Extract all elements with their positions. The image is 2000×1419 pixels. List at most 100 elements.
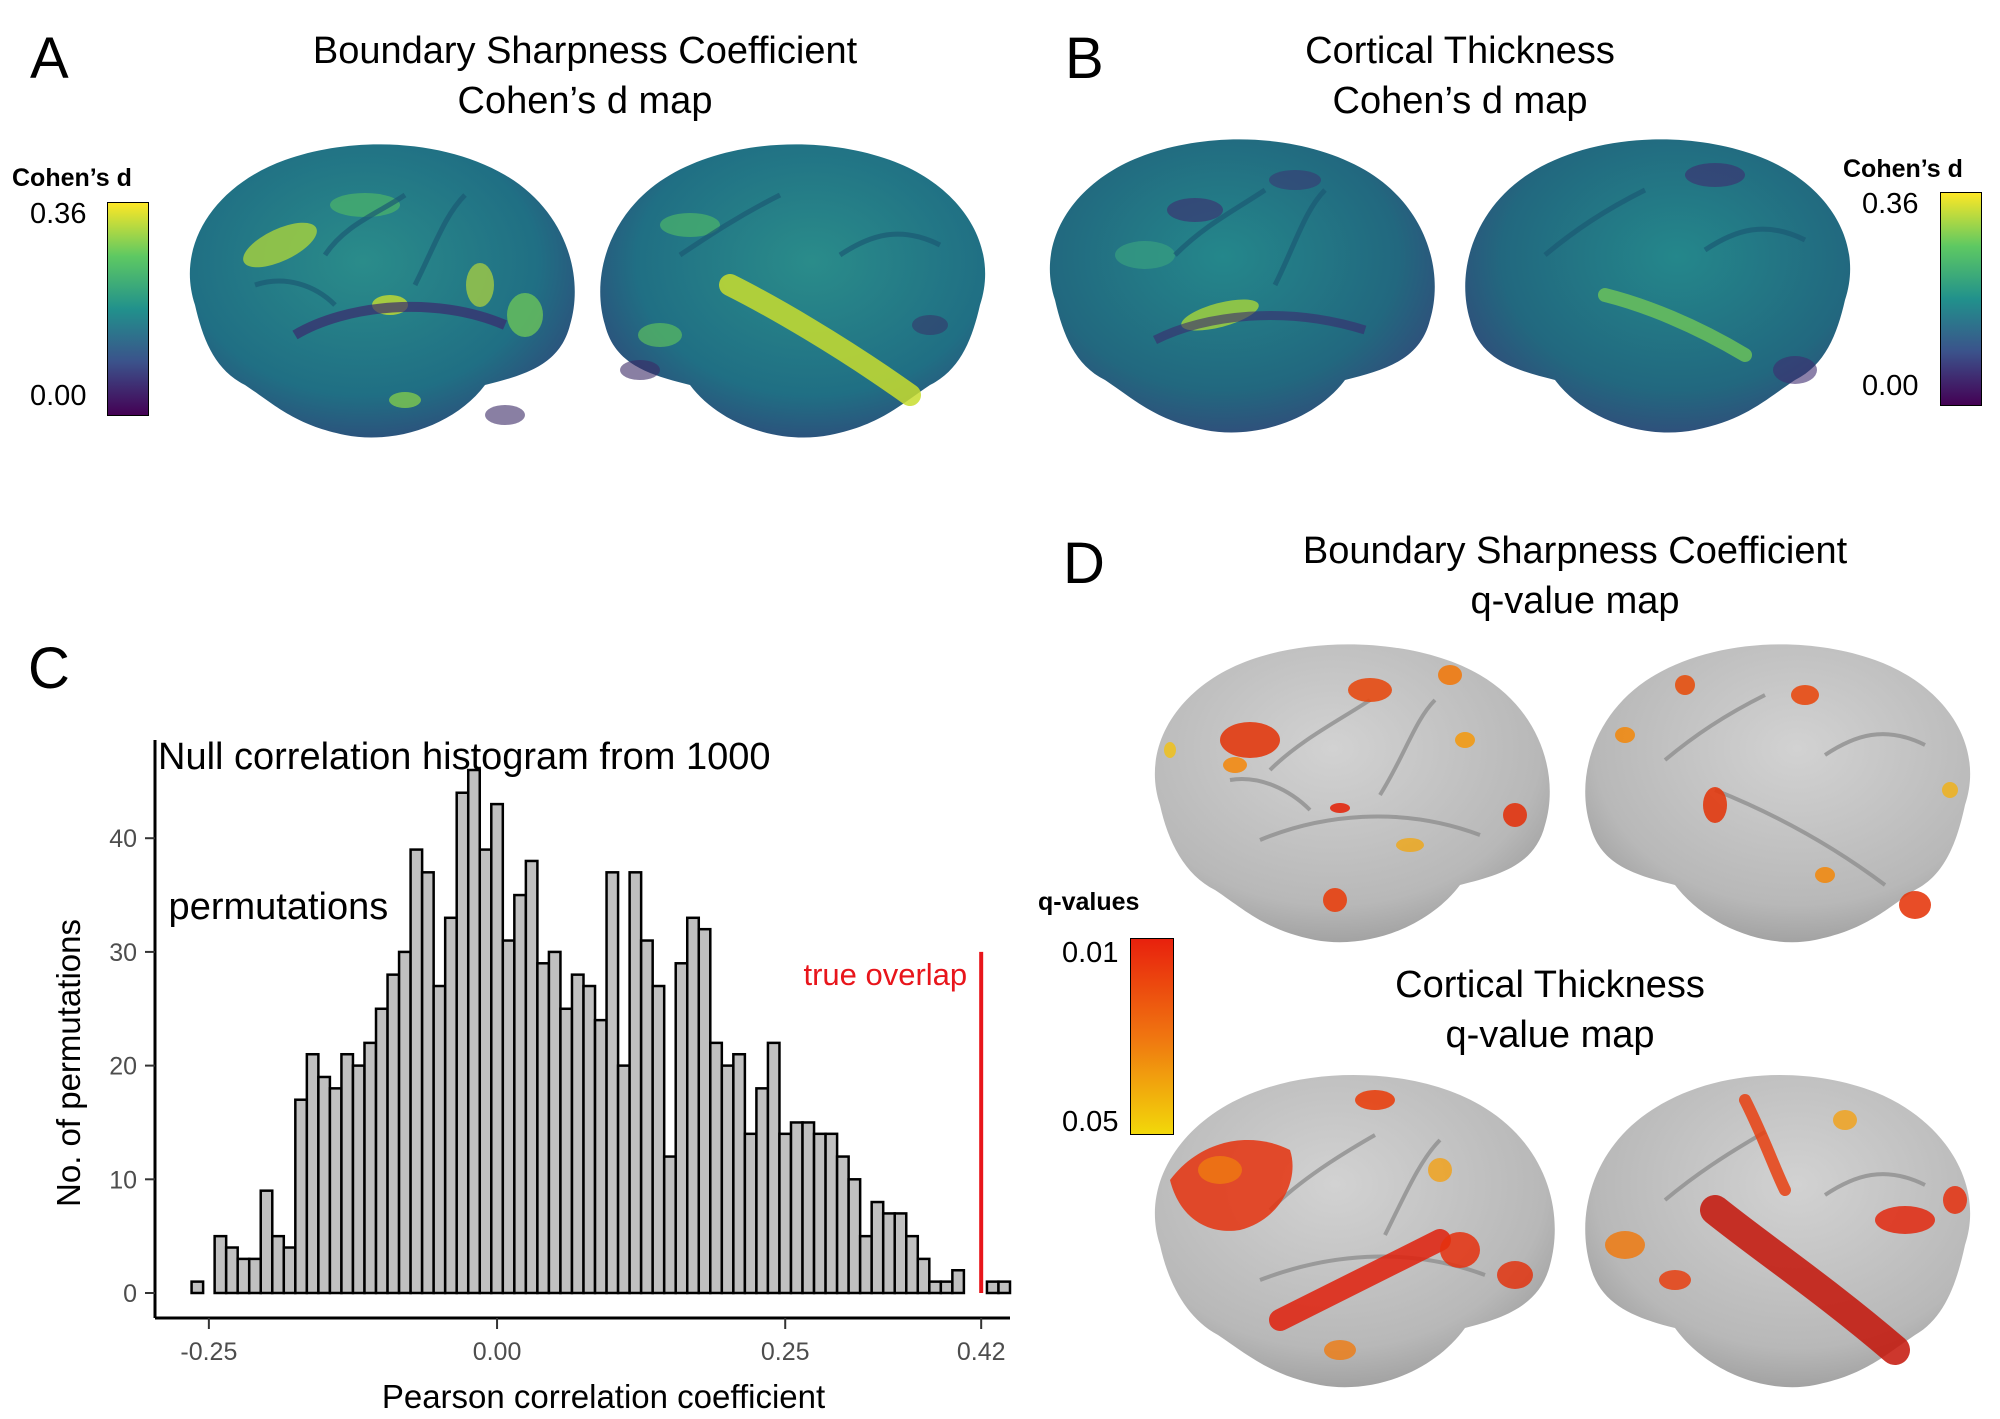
panel-a-title-line2: Cohen’s d map xyxy=(245,76,925,126)
panel-a-title: Boundary Sharpness Coefficient Cohen’s d… xyxy=(245,26,925,126)
colorbar-a-max-label: 0.36 xyxy=(30,198,86,231)
histogram-bar xyxy=(883,1213,895,1293)
histogram-bar xyxy=(710,1043,722,1293)
histogram-bar xyxy=(745,1134,757,1293)
colorbar-b-max-label: 0.36 xyxy=(1862,188,1918,221)
histogram-bar xyxy=(192,1282,204,1293)
colorbar-d-top-label: 0.01 xyxy=(1062,937,1118,970)
histogram-bar xyxy=(722,1066,734,1293)
histogram-bar xyxy=(284,1248,296,1293)
colorbar-a-min-label: 0.00 xyxy=(30,380,86,413)
brain-d-bottom-left-hemisphere xyxy=(1140,1060,1570,1400)
histogram-bar xyxy=(803,1122,815,1293)
y-tick-label: 30 xyxy=(109,939,137,967)
histogram-bar xyxy=(445,918,457,1293)
histogram-bar xyxy=(941,1282,953,1293)
y-tick-label: 10 xyxy=(109,1166,137,1194)
brain-d-top-left-hemisphere xyxy=(1140,630,1570,950)
x-axis-label: Pearson correlation coefficient xyxy=(382,1378,825,1410)
brain-a-left-hemisphere xyxy=(175,135,595,445)
panel-a-title-line1: Boundary Sharpness Coefficient xyxy=(245,26,925,76)
histogram-bar xyxy=(929,1282,941,1293)
histogram-bar xyxy=(860,1236,872,1293)
colorbar-a-title: Cohen’s d xyxy=(12,164,132,193)
brain-b-right-hemisphere xyxy=(1445,125,1865,440)
panel-d-top-title-line2: q-value map xyxy=(1235,576,1915,626)
histogram-bar xyxy=(549,952,561,1293)
histogram-bar xyxy=(733,1054,745,1293)
histogram-bar xyxy=(779,1134,791,1293)
panel-b-title-line2: Cohen’s d map xyxy=(1120,76,1800,126)
histogram-bar xyxy=(849,1179,861,1293)
histogram-chart: 0 10 20 30 40 -0.25 0.00 0.25 0.42 Pearson correl… xyxy=(30,730,1030,1410)
panel-d-top-title: Boundary Sharpness Coefficient q-value m… xyxy=(1235,526,1915,626)
histogram-bar xyxy=(630,872,642,1293)
histogram-bar xyxy=(434,986,446,1293)
histogram-bar xyxy=(837,1157,849,1293)
histogram-bar xyxy=(664,1157,676,1293)
histogram-bar xyxy=(814,1134,826,1293)
colorbar-b-min-label: 0.00 xyxy=(1862,370,1918,403)
panel-d-bottom-title-line2: q-value map xyxy=(1210,1010,1890,1060)
histogram-bar xyxy=(422,872,434,1293)
histogram-bar xyxy=(987,1282,999,1293)
histogram-bar xyxy=(595,1020,607,1293)
histogram-bar xyxy=(388,975,400,1293)
histogram-bar xyxy=(791,1122,803,1293)
histogram-bar xyxy=(457,793,469,1293)
panel-d-bottom-title-line1: Cortical Thickness xyxy=(1210,960,1890,1010)
histogram-bar xyxy=(295,1100,307,1293)
x-tick-label: 0.42 xyxy=(957,1338,1006,1366)
histogram-bar xyxy=(399,952,411,1293)
histogram-bar xyxy=(261,1191,273,1293)
histogram-bar xyxy=(318,1077,330,1293)
histogram-bar xyxy=(952,1270,964,1293)
panel-letter-a: A xyxy=(30,30,69,88)
histogram-bar xyxy=(353,1066,365,1293)
histogram-bar xyxy=(238,1259,250,1293)
histogram-bar xyxy=(618,1066,630,1293)
histogram-bar xyxy=(687,918,699,1293)
colorbar-b xyxy=(1940,192,1982,406)
histogram-bar xyxy=(364,1043,376,1293)
histogram-bar xyxy=(918,1259,930,1293)
histogram-bar xyxy=(560,1009,572,1293)
x-tick-label: 0.25 xyxy=(761,1338,810,1366)
histogram-bar xyxy=(826,1134,838,1293)
panel-letter-b: B xyxy=(1065,30,1104,88)
histogram-bar xyxy=(376,1009,388,1293)
brain-d-bottom-right-hemisphere xyxy=(1565,1060,1985,1400)
histogram-bar xyxy=(641,941,653,1293)
brain-a-right-hemisphere xyxy=(580,135,1000,445)
histogram-bar xyxy=(756,1088,768,1293)
panel-letter-d: D xyxy=(1063,535,1105,593)
histogram-bars xyxy=(192,770,1010,1293)
histogram-bar xyxy=(676,963,688,1293)
histogram-bar xyxy=(480,850,492,1293)
histogram-bar xyxy=(215,1236,227,1293)
panel-b-title: Cortical Thickness Cohen’s d map xyxy=(1120,26,1800,126)
brain-d-top-right-hemisphere xyxy=(1565,630,1985,950)
histogram-bar xyxy=(468,770,480,1293)
brain-b-left-hemisphere xyxy=(1035,125,1455,440)
panel-letter-c: C xyxy=(28,640,70,698)
histogram-bar xyxy=(249,1259,261,1293)
histogram-bar xyxy=(998,1282,1010,1293)
x-tick-label: 0.00 xyxy=(473,1338,522,1366)
panel-d-top-title-line1: Boundary Sharpness Coefficient xyxy=(1235,526,1915,576)
panel-d-bottom-title: Cortical Thickness q-value map xyxy=(1210,960,1890,1060)
histogram-bar xyxy=(226,1248,238,1293)
histogram-bar xyxy=(514,895,526,1293)
y-axis-label: No. of permutations xyxy=(50,919,87,1207)
histogram-bar xyxy=(872,1202,884,1293)
colorbar-d-title: q-values xyxy=(1038,888,1139,917)
histogram-bar xyxy=(491,804,503,1293)
histogram-bar xyxy=(526,861,538,1293)
colorbar-d-bottom-label: 0.05 xyxy=(1062,1106,1118,1139)
histogram-bar xyxy=(906,1236,918,1293)
histogram-bar xyxy=(607,872,619,1293)
histogram-bar xyxy=(272,1236,284,1293)
histogram-bar xyxy=(895,1213,907,1293)
histogram-bar xyxy=(572,975,584,1293)
y-tick-label: 40 xyxy=(109,825,137,853)
